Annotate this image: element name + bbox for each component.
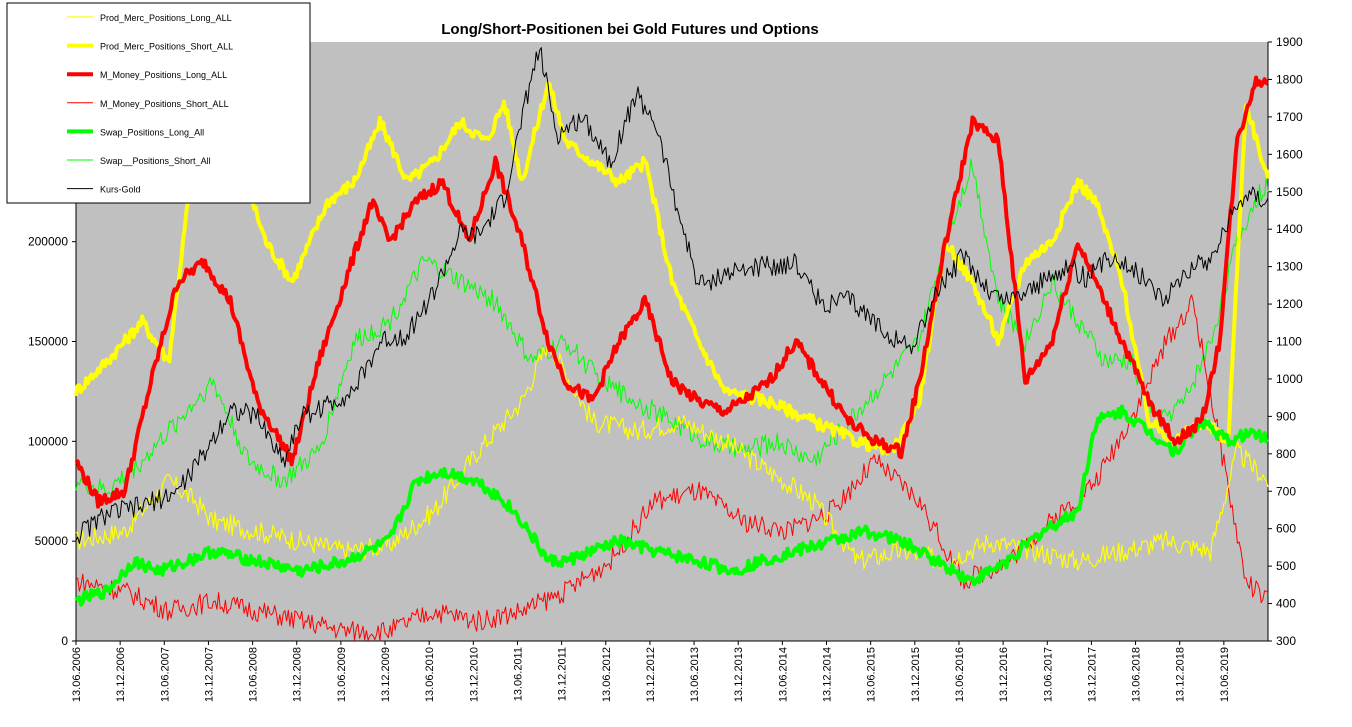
y-right-tick-label: 1900 (1276, 35, 1303, 49)
y-right-tick-label: 1000 (1276, 372, 1303, 386)
y-right-tick-label: 600 (1276, 522, 1296, 536)
legend-label: Prod_Merc_Positions_Short_ALL (100, 42, 233, 52)
y-right-tick-label: 1800 (1276, 72, 1303, 86)
y-left-tick-label: 50000 (35, 534, 69, 548)
y-left-tick-label: 100000 (28, 434, 68, 448)
legend-box (6, 2, 311, 204)
x-tick-label: 13.12.2010 (468, 647, 480, 702)
x-tick-label: 13.12.2017 (1086, 647, 1098, 702)
x-tick-label: 13.06.2013 (689, 647, 701, 702)
x-axis: 13.06.2006 13.12.2006 13.06.2007 13.12.2007… (71, 640, 1268, 702)
legend-label: M_Money_Positions_Long_ALL (100, 70, 227, 80)
x-tick-label: 13.06.2007 (159, 647, 171, 702)
x-tick-label: 13.12.2015 (910, 647, 922, 702)
y-right-tick-label: 1200 (1276, 297, 1303, 311)
y-axis-right: 300 400 500 600 700 800 900 1000 1100 1200 1300 140… (1267, 35, 1303, 648)
x-tick-label: 13.12.2014 (822, 647, 834, 702)
x-tick-label: 13.12.2008 (292, 647, 304, 702)
legend-label: Prod_Merc_Positions_Long_ALL (100, 13, 232, 23)
x-tick-label: 13.12.2012 (645, 647, 657, 702)
y-right-tick-label: 1300 (1276, 260, 1303, 274)
y-right-tick-label: 1500 (1276, 185, 1303, 199)
chart-title: Long/Short-Positionen bei Gold Futures u… (441, 21, 818, 38)
x-tick-label: 13.06.2011 (512, 647, 524, 701)
y-right-tick-label: 400 (1276, 597, 1296, 611)
x-tick-label: 13.06.2012 (601, 647, 613, 702)
legend-label: Swap_Positions_Long_All (100, 127, 204, 137)
y-left-tick-label: 0 (61, 634, 68, 648)
x-tick-label: 13.06.2019 (1219, 647, 1231, 702)
y-right-tick-label: 800 (1276, 447, 1296, 461)
x-tick-label: 13.06.2010 (424, 647, 436, 702)
x-tick-label: 13.06.2008 (248, 647, 260, 702)
series-line-4 (74, 404, 1269, 607)
y-right-tick-label: 1400 (1276, 222, 1303, 236)
y-left-tick-label: 200000 (28, 235, 68, 249)
x-tick-label: 13.06.2015 (866, 647, 878, 702)
x-tick-label: 13.12.2009 (380, 647, 392, 702)
y-left-tick-label: 150000 (28, 335, 68, 349)
x-tick-label: 13.06.2018 (1131, 647, 1143, 702)
series-line-0 (75, 334, 1269, 571)
y-right-tick-label: 500 (1276, 559, 1296, 573)
y-right-tick-label: 300 (1276, 634, 1296, 648)
x-tick-label: 13.06.2009 (336, 647, 348, 702)
x-tick-label: 13.12.2011 (557, 647, 569, 701)
series-line-5 (75, 158, 1269, 496)
series-line-2 (74, 75, 1269, 509)
series-line-3 (75, 294, 1269, 642)
x-tick-label: 13.12.2007 (203, 647, 215, 702)
legend-label: M_Money_Positions_Short_ALL (100, 99, 229, 109)
x-tick-label: 13.06.2017 (1042, 647, 1054, 702)
y-right-tick-label: 700 (1276, 484, 1296, 498)
series-line-1 (74, 78, 1270, 456)
legend-label: Kurs-Gold (100, 185, 141, 195)
legend: Prod_Merc_Positions_Long_ALL Prod_Merc_Po… (6, 2, 311, 204)
x-tick-label: 13.06.2016 (954, 647, 966, 702)
series-line-6 (75, 47, 1269, 544)
x-tick-label: 13.06.2006 (71, 647, 83, 702)
y-right-tick-label: 1700 (1276, 110, 1303, 124)
x-tick-label: 13.12.2018 (1175, 647, 1187, 702)
legend-label: Swap__Positions_Short_All (100, 156, 211, 166)
y-right-tick-label: 900 (1276, 409, 1296, 423)
x-tick-label: 13.06.2014 (777, 647, 789, 702)
series-layer (74, 47, 1270, 642)
x-tick-label: 13.12.2016 (998, 647, 1010, 702)
x-tick-label: 13.12.2006 (115, 647, 127, 702)
x-tick-label: 13.12.2013 (733, 647, 745, 702)
y-right-tick-label: 1600 (1276, 147, 1303, 161)
y-right-tick-label: 1100 (1276, 335, 1302, 349)
